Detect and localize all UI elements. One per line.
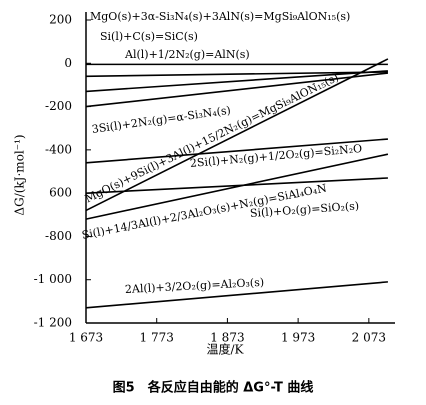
x-tick-label: 2 073: [352, 331, 386, 345]
x-tick-label: 1 873: [210, 331, 244, 345]
x-tick-label: 1 773: [140, 331, 174, 345]
x-tick-label: 1 973: [281, 331, 315, 345]
y-tick-label: -800: [45, 229, 72, 243]
series-line: [85, 70, 388, 93]
series-line: [85, 153, 389, 220]
series-label: Al(l)+1/2N₂(g)=AlN(s): [124, 48, 250, 61]
series-label: MgO(s)+3α-Si₃N₄(s)+3AlN(s)=MgSi₉AlON₁₅(s…: [90, 10, 350, 23]
y-tick-label: -1 200: [34, 316, 72, 330]
series-line: [85, 58, 389, 212]
y-axis-label: ΔG/(kJ·mol⁻¹): [13, 134, 27, 215]
y-tick-label: -200: [45, 99, 72, 113]
series-line: [85, 281, 388, 309]
series-line: [85, 138, 388, 164]
series-label: 2Al(l)+3/2O₂(g)=Al₂O₃(s): [125, 276, 265, 296]
x-tick-label: 1 673: [69, 331, 103, 345]
y-tick-label: 200: [49, 13, 72, 27]
series-label: Si(l)+C(s)=SiC(s): [100, 30, 198, 43]
caption: 图5 各反应自由能的 ΔG°-T 曲线: [113, 380, 314, 396]
x-axis-label: 温度/K: [206, 342, 244, 357]
series-line: [85, 177, 388, 194]
series-line: [85, 72, 389, 108]
series-line: [85, 71, 388, 78]
y-tick-label: 600: [49, 186, 72, 200]
y-tick-label: -400: [45, 142, 72, 156]
y-tick-label: 0: [64, 56, 72, 70]
y-tick-label: -1 000: [34, 272, 72, 286]
